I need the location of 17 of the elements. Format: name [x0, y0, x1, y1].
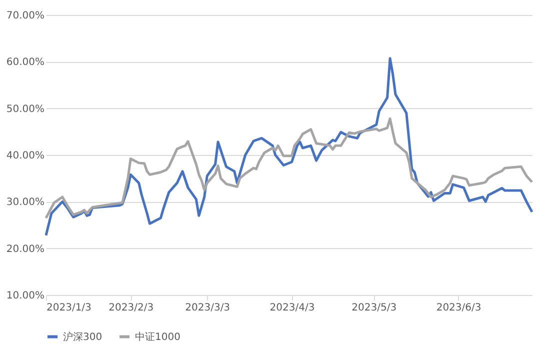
- y-tick-label: 20.00%: [6, 244, 44, 255]
- y-tick-label: 50.00%: [6, 104, 44, 115]
- y-tick-label: 30.00%: [6, 197, 44, 208]
- y-tick-label: 40.00%: [6, 150, 44, 162]
- legend-label: 中证1000: [135, 330, 180, 343]
- x-tick-label: 2023/1/3: [46, 302, 92, 314]
- y-tick-label: 60.00%: [6, 57, 44, 68]
- x-tick-label: 2023/2/3: [108, 302, 154, 314]
- x-tick-label: 2023/6/3: [436, 302, 482, 314]
- y-tick-label: 10.00%: [6, 290, 44, 302]
- y-tick-label: 70.00%: [6, 10, 44, 22]
- line-series: [44, 57, 534, 237]
- line-series: [44, 117, 534, 220]
- legend-label: 沪深300: [63, 330, 102, 343]
- x-tick-label: 2023/4/3: [270, 302, 315, 314]
- x-tick-label: 2023/5/3: [352, 302, 397, 314]
- x-tick-label: 2023/3/3: [185, 302, 230, 314]
